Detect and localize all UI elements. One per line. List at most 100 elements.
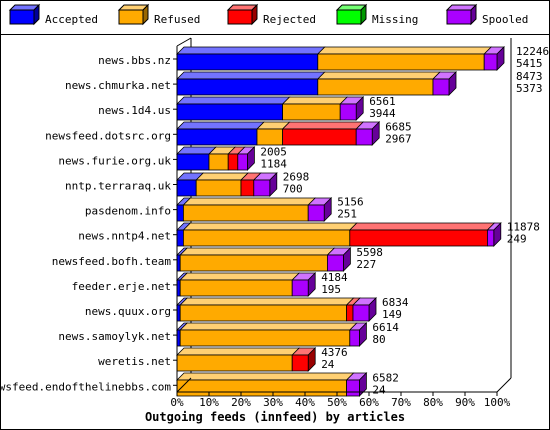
legend-swatch-accepted bbox=[9, 9, 35, 25]
bar-2-refused bbox=[282, 103, 341, 121]
legend-swatch-spooled bbox=[446, 9, 472, 25]
legend-swatch-rejected bbox=[227, 9, 253, 25]
bar-1-accepted bbox=[176, 78, 319, 96]
category-label-6: pasdenom.info bbox=[85, 205, 171, 218]
value-label-spooled-12: 24 bbox=[321, 358, 335, 371]
bar-5-accepted bbox=[176, 179, 197, 197]
x-tick-label-9: 90% bbox=[455, 396, 475, 409]
back-wall-top bbox=[176, 37, 192, 47]
bar-7-rejected bbox=[349, 229, 488, 247]
bar-4-refused bbox=[208, 153, 229, 171]
bar-12-refused bbox=[176, 354, 293, 372]
category-label-13: newsfeed.endofthelinebbs.com bbox=[0, 380, 171, 393]
category-label-3: newsfeed.dotsrc.org bbox=[45, 129, 171, 142]
value-label-spooled-4: 1184 bbox=[260, 157, 287, 170]
legend-label-accepted: Accepted bbox=[45, 13, 98, 26]
x-tick-label-1: 10% bbox=[199, 396, 219, 409]
category-label-8: newsfeed.bofh.team bbox=[52, 255, 172, 268]
bar-12-rejected bbox=[291, 354, 309, 372]
value-label-total-12: 4376 bbox=[321, 346, 348, 359]
category-label-0: news.bbs.nz bbox=[98, 54, 171, 67]
bar-6-accepted bbox=[176, 204, 184, 222]
bar-5-refused-top bbox=[195, 172, 249, 181]
value-label-total-8: 5598 bbox=[356, 246, 383, 259]
value-label-total-6: 5156 bbox=[337, 196, 364, 209]
category-label-4: news.furie.org.uk bbox=[58, 154, 171, 167]
bar-2-refused-top bbox=[281, 96, 349, 105]
bar-9-refused-top bbox=[179, 272, 301, 281]
value-label-spooled-7: 249 bbox=[507, 233, 527, 246]
category-label-1: news.chmurka.net bbox=[65, 79, 171, 92]
value-label-spooled-3: 2967 bbox=[385, 132, 412, 145]
value-label-total-13: 6582 bbox=[372, 371, 399, 384]
bar-7-refused bbox=[182, 229, 351, 247]
category-label-9: feeder.erje.net bbox=[72, 280, 171, 293]
value-label-spooled-2: 3944 bbox=[369, 107, 396, 120]
value-label-spooled-10: 149 bbox=[382, 308, 402, 321]
value-label-total-1: 8473 bbox=[516, 70, 543, 83]
value-label-total-7: 11878 bbox=[507, 221, 540, 234]
value-label-total-9: 4184 bbox=[321, 271, 348, 284]
category-label-12: weretis.net bbox=[98, 355, 171, 368]
bar-0-refused bbox=[317, 53, 485, 71]
bar-2-accepted bbox=[176, 103, 283, 121]
x-tick-label-7: 70% bbox=[391, 396, 411, 409]
value-label-total-5: 2698 bbox=[283, 171, 310, 184]
bar-0-spooled bbox=[483, 53, 498, 71]
category-label-11: news.samoylyk.net bbox=[58, 330, 171, 343]
legend-label-rejected: Rejected bbox=[263, 13, 316, 26]
bar-2-spooled bbox=[339, 103, 357, 121]
x-tick-label-3: 30% bbox=[263, 396, 283, 409]
bar-2-accepted-top bbox=[176, 96, 291, 105]
bar-13-refused-top bbox=[176, 372, 355, 381]
value-label-total-4: 2005 bbox=[260, 145, 287, 158]
bar-13-refused bbox=[176, 379, 348, 397]
bar-4-spooled bbox=[237, 153, 248, 171]
legend bbox=[1, 1, 549, 35]
bar-5-refused bbox=[195, 179, 242, 197]
value-label-spooled-6: 251 bbox=[337, 208, 357, 221]
bar-1-spooled bbox=[432, 78, 450, 96]
bar-0-accepted-top bbox=[176, 46, 326, 55]
bar-3-rejected bbox=[282, 128, 357, 146]
bar-10-refused-top bbox=[179, 297, 355, 306]
bar-8-spooled bbox=[326, 254, 344, 272]
bar-1-accepted-top bbox=[176, 71, 326, 80]
bar-8-refused-top bbox=[179, 247, 336, 256]
bar-11-refused bbox=[179, 329, 351, 347]
bar-11-refused-top bbox=[179, 322, 358, 331]
value-label-total-3: 6685 bbox=[385, 120, 412, 133]
value-label-spooled-8: 227 bbox=[356, 258, 376, 271]
x-tick-label-4: 40% bbox=[295, 396, 315, 409]
value-label-spooled-5: 700 bbox=[283, 183, 303, 196]
legend-swatch-refused bbox=[118, 9, 144, 25]
bar-3-refused bbox=[256, 128, 284, 146]
bar-7-refused-top bbox=[182, 222, 358, 231]
bar-7-rejected-top bbox=[348, 222, 496, 231]
value-label-total-2: 6561 bbox=[369, 95, 396, 108]
x-tick-label-5: 50% bbox=[327, 396, 347, 409]
category-label-10: news.quux.org bbox=[85, 305, 171, 318]
bar-6-spooled bbox=[307, 204, 325, 222]
bar-1-refused bbox=[317, 78, 434, 96]
value-label-total-11: 6614 bbox=[372, 321, 399, 334]
value-label-total-0: 12246 bbox=[516, 45, 549, 58]
bar-6-refused-top bbox=[182, 197, 317, 206]
category-label-2: news.1d4.us bbox=[98, 104, 171, 117]
x-tick-label-2: 20% bbox=[231, 396, 251, 409]
bar-4-rejected bbox=[227, 153, 239, 171]
category-label-7: news.nntp4.net bbox=[78, 230, 171, 243]
bar-3-accepted-top bbox=[176, 121, 265, 130]
bar-12-refused-top bbox=[176, 347, 301, 356]
chart-title: Outgoing feeds (innfeed) by articles bbox=[145, 410, 405, 424]
bar-5-rejected bbox=[240, 179, 255, 197]
bar-3-rejected-top bbox=[281, 121, 365, 130]
value-label-spooled-0: 5415 bbox=[516, 57, 543, 70]
bar-9-spooled bbox=[291, 279, 309, 297]
bar-6-refused bbox=[182, 204, 309, 222]
x-tick-label-0: 0% bbox=[170, 396, 184, 409]
legend-swatch-missing bbox=[336, 9, 362, 25]
x-tick-label-6: 60% bbox=[359, 396, 379, 409]
value-label-spooled-11: 80 bbox=[372, 333, 385, 346]
